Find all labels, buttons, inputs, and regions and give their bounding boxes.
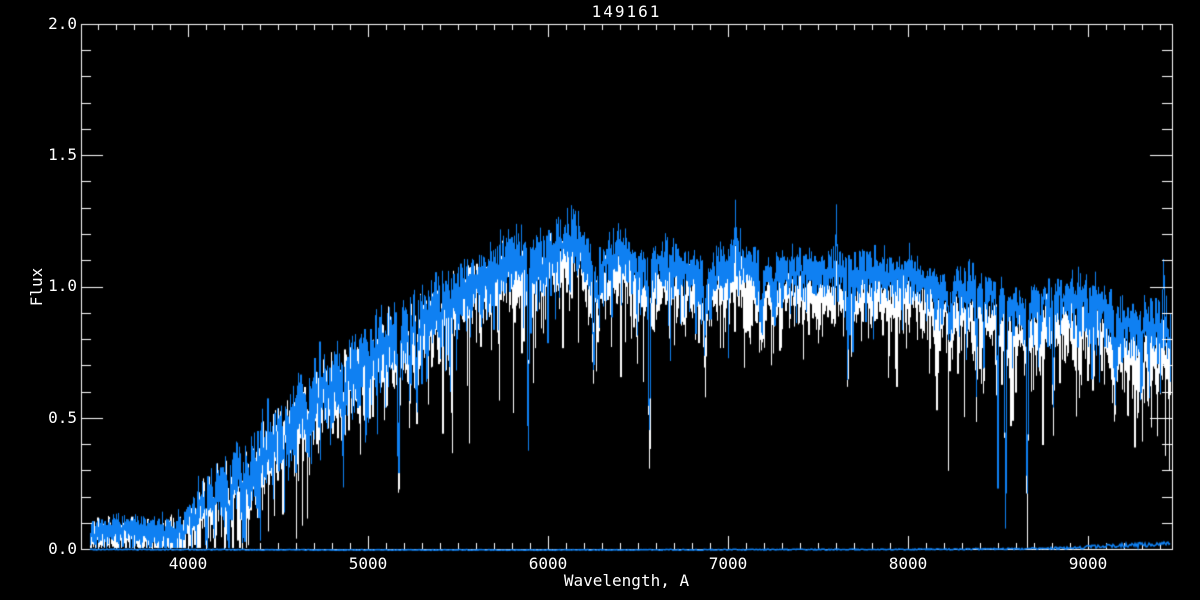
x-axis-label: Wavelength, A [563, 571, 690, 590]
x-tick-label: 4000 [168, 554, 208, 573]
y-tick-label: 1.5 [48, 145, 77, 164]
x-tick-label: 9000 [1068, 554, 1108, 573]
y-tick-label: 2.0 [48, 14, 77, 33]
y-tick-label: 0.0 [48, 539, 77, 558]
y-tick-label: 0.5 [48, 408, 77, 427]
x-tick-label: 5000 [348, 554, 388, 573]
y-tick-label: 1.0 [48, 276, 77, 295]
x-tick-label: 8000 [888, 554, 928, 573]
x-tick-label: 7000 [708, 554, 748, 573]
x-tick-label: 6000 [528, 554, 568, 573]
plot-title: 149161 [591, 2, 662, 21]
